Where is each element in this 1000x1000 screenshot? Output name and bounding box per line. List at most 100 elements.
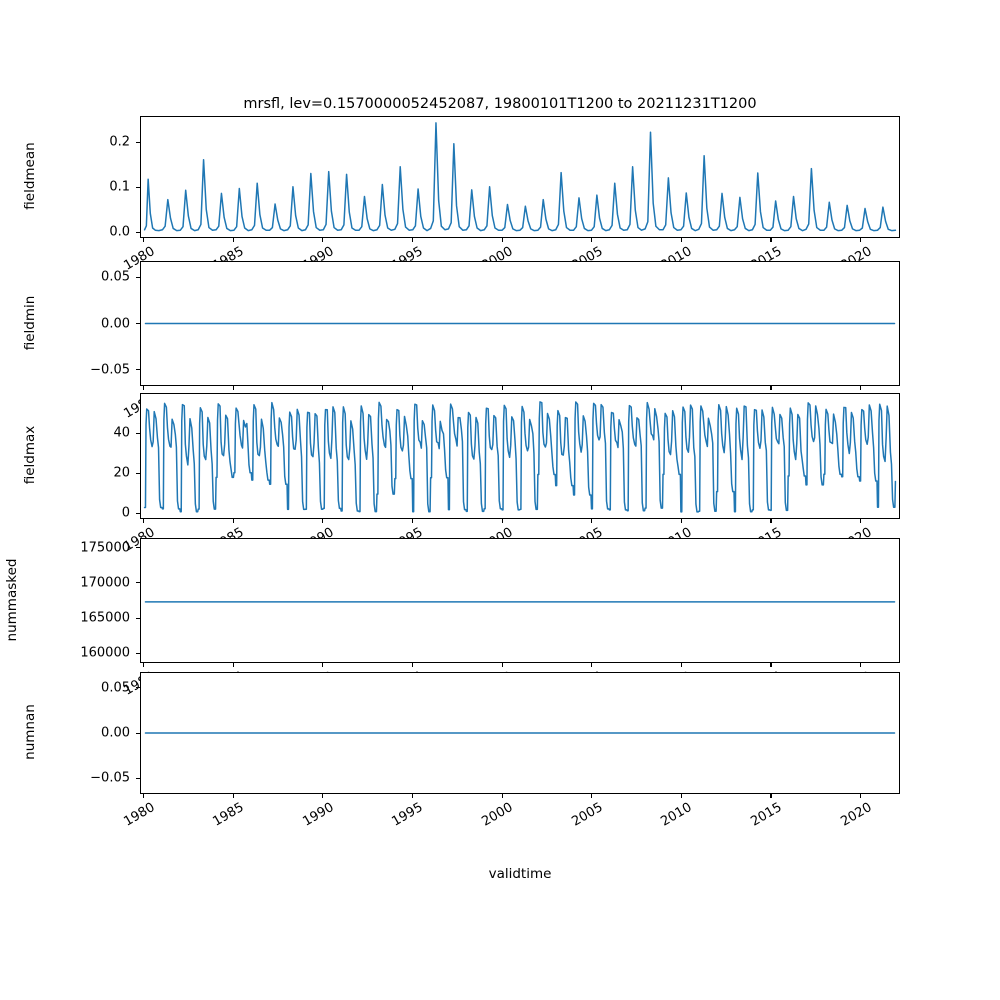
x-tickmark-nummasked-2 [322, 663, 324, 667]
x-tickmark-nummasked-1 [232, 663, 234, 667]
x-tickmark-fieldmin-3 [411, 386, 414, 390]
panel-mask-4 [140, 672, 900, 794]
panel-mask-1 [140, 261, 900, 386]
y-ticklabel-fieldmean-2: 0.2 [109, 134, 130, 150]
y-tickmark-fieldmax-0 [136, 512, 140, 514]
x-tickmark-numnan-4 [501, 794, 503, 798]
y-tickmark-fieldmean-2 [136, 141, 140, 143]
x-tickmark-nummasked-5 [591, 663, 593, 667]
data-line-fieldmean [145, 123, 896, 231]
y-ticklabel-fieldmin-0: −0.05 [90, 362, 130, 378]
y-tickmark-fieldmin-1 [136, 323, 140, 325]
x-ticklabel-numnan-4: 2000 [479, 800, 516, 830]
x-ticklabel-numnan-1: 1985 [210, 800, 247, 830]
x-tickmark-fieldmin-8 [860, 386, 862, 390]
x-tickmark-numnan-8 [860, 794, 862, 798]
y-ticklabel-fieldmax-2: 40 [113, 425, 130, 441]
y-tickmark-nummasked-0 [136, 652, 140, 655]
x-tickmark-fieldmean-0 [143, 238, 145, 242]
x-ticklabel-numnan-3: 1995 [389, 800, 426, 830]
x-tickmark-fieldmean-7 [770, 238, 772, 242]
y-tickmark-fieldmin-2 [136, 276, 140, 278]
plot-area-fieldmean [140, 116, 900, 238]
y-ticklabel-fieldmax-1: 20 [113, 465, 130, 481]
x-tickmark-fieldmean-4 [501, 238, 503, 242]
y-ticklabel-fieldmin-1: 0.00 [101, 316, 130, 331]
x-tickmark-fieldmin-7 [770, 386, 772, 390]
panel-mask-2 [140, 393, 900, 519]
x-tickmark-numnan-3 [411, 794, 414, 798]
x-tickmark-fieldmean-5 [591, 238, 593, 242]
x-axis-label: validtime [488, 866, 552, 882]
x-tickmark-fieldmax-3 [411, 519, 414, 523]
x-tickmark-fieldmin-5 [591, 386, 593, 390]
y-ticklabel-nummasked-2: 170000 [80, 575, 130, 591]
y-tickmark-numnan-1 [136, 732, 140, 734]
x-tickmark-fieldmin-2 [322, 386, 324, 390]
y-tickmark-numnan-2 [136, 687, 140, 689]
x-tickmark-nummasked-6 [680, 663, 682, 667]
x-tickmark-fieldmax-5 [591, 519, 593, 523]
x-tickmark-fieldmax-6 [680, 519, 682, 523]
y-ticklabel-nummasked-1: 165000 [80, 610, 130, 626]
x-tickmark-fieldmin-0 [143, 386, 145, 390]
x-tickmark-numnan-6 [680, 794, 682, 798]
x-tickmark-fieldmean-3 [411, 238, 414, 242]
x-tickmark-fieldmean-6 [680, 238, 682, 242]
y-axis-label-fieldmax: fieldmax [22, 425, 38, 485]
x-tickmark-nummasked-8 [860, 663, 862, 667]
x-ticklabel-numnan-0: 1980 [120, 800, 158, 830]
y-tickmark-fieldmax-1 [136, 472, 140, 474]
data-line-fieldmax [145, 402, 896, 512]
y-tickmark-nummasked-2 [136, 582, 140, 584]
x-tickmark-fieldmin-6 [680, 386, 682, 390]
x-tickmark-numnan-0 [143, 794, 145, 798]
y-ticklabel-numnan-1: 0.00 [101, 725, 130, 741]
x-tickmark-fieldmean-8 [860, 238, 862, 242]
subplot-fieldmean [140, 116, 900, 238]
y-tickmark-fieldmax-2 [136, 432, 140, 434]
x-tickmark-numnan-2 [322, 794, 324, 798]
x-tickmark-nummasked-4 [501, 663, 503, 667]
y-tickmark-fieldmin-0 [136, 369, 140, 371]
x-tickmark-fieldmean-2 [322, 238, 324, 242]
y-ticklabel-nummasked-0: 160000 [80, 645, 130, 661]
x-tickmark-fieldmax-2 [322, 519, 324, 523]
x-tickmark-fieldmax-8 [860, 519, 862, 523]
y-ticklabel-fieldmax-0: 0 [121, 505, 130, 521]
y-ticklabel-numnan-2: 0.05 [101, 680, 130, 696]
y-ticklabel-fieldmin-2: 0.05 [101, 269, 130, 285]
x-tickmark-fieldmax-4 [501, 519, 503, 523]
x-tickmark-fieldmax-7 [770, 519, 772, 523]
panel-mask-3 [140, 538, 900, 663]
x-tickmark-numnan-7 [770, 794, 772, 798]
y-ticklabel-fieldmean-0: 0.0 [109, 224, 130, 240]
x-tickmark-numnan-1 [232, 794, 234, 798]
y-axis-label-nummasked: nummasked [4, 558, 20, 641]
x-tickmark-nummasked-0 [143, 663, 145, 667]
x-tickmark-fieldmax-1 [232, 519, 234, 523]
x-ticklabel-numnan-5: 2005 [569, 800, 606, 830]
x-tickmark-fieldmax-0 [143, 519, 145, 523]
x-ticklabel-numnan-2: 1990 [300, 800, 337, 830]
y-tickmark-fieldmean-1 [136, 186, 140, 188]
figure-title: mrsfl, lev=0.1570000052452087, 19800101T… [243, 96, 757, 112]
y-axis-label-numnan: numnan [22, 704, 38, 760]
x-ticklabel-numnan-8: 2020 [837, 800, 875, 830]
y-tickmark-fieldmean-0 [136, 231, 140, 234]
y-axis-label-fieldmean: fieldmean [22, 142, 38, 210]
x-tickmark-nummasked-3 [411, 663, 414, 667]
x-tickmark-nummasked-7 [770, 663, 772, 667]
x-tickmark-fieldmean-1 [232, 238, 234, 242]
y-tickmark-numnan-0 [136, 777, 140, 779]
y-tickmark-nummasked-3 [136, 547, 140, 549]
y-ticklabel-numnan-0: −0.05 [90, 770, 130, 786]
y-ticklabel-fieldmean-1: 0.1 [109, 179, 130, 195]
x-tickmark-fieldmin-4 [501, 386, 503, 390]
x-tickmark-numnan-5 [591, 794, 593, 798]
x-ticklabel-numnan-6: 2010 [658, 800, 695, 830]
y-ticklabel-nummasked-3: 175000 [80, 540, 130, 556]
y-tickmark-nummasked-1 [136, 617, 140, 619]
x-ticklabel-numnan-7: 2015 [748, 800, 785, 830]
